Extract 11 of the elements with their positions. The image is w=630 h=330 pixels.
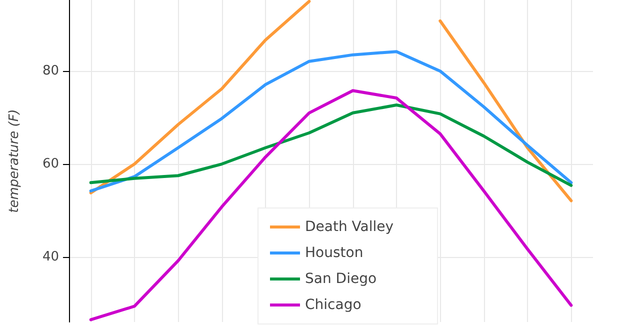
y-tick-label: 60 [42,156,59,172]
line-series [89,104,573,187]
legend-label: Death Valley [305,219,394,235]
legend-label: Chicago [305,297,362,313]
y-tick-label: 80 [42,64,59,79]
y-tick-label: 40 [42,249,59,264]
line-series [89,50,573,192]
y-axis-title: temperature (F) [7,109,22,213]
legend-label: San Diego [305,271,377,287]
legend-label: Houston [305,245,364,261]
line-series [89,89,573,322]
